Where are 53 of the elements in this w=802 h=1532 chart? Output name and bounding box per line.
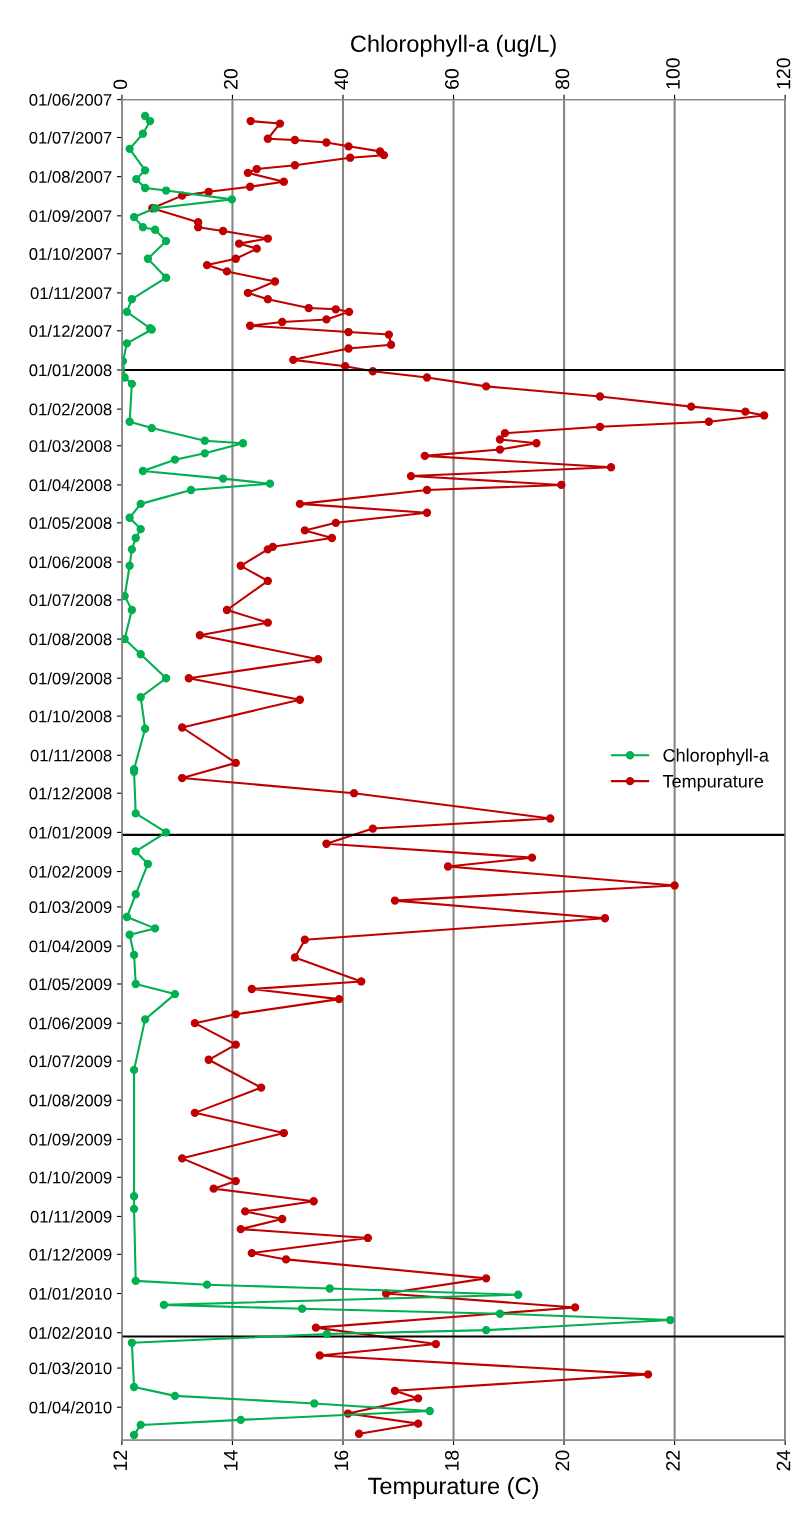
y-tick-label: 01/03/2009 (29, 900, 112, 914)
y-tick-label: 01/07/2009 (29, 1055, 112, 1068)
x-axis-title: Tempurature (C) (368, 1476, 539, 1499)
y-tick-label: 01/01/2009 (29, 826, 112, 839)
y-tick-label: 01/10/2007 (29, 247, 112, 260)
y-tick-label: 01/07/2008 (29, 593, 112, 607)
y-tick-label: 01/02/2010 (29, 1326, 112, 1339)
x2-tick-label: 60 (444, 68, 459, 89)
y-tick-label: 01/06/2008 (29, 555, 112, 569)
y-tick-label: 01/04/2008 (29, 478, 112, 492)
y-tick-label: 01/11/2007 (30, 286, 112, 300)
x2-axis-title: Chlorophyll-a (ug/L) (351, 34, 556, 57)
y-tick-label: 01/03/2008 (29, 439, 112, 452)
x-tick-label: 16 (334, 1450, 349, 1470)
y-tick-label: 01/10/2008 (29, 710, 112, 723)
y-tick-label: 01/01/2010 (29, 1287, 112, 1300)
x-tick-label: 18 (444, 1450, 459, 1470)
x-tick-label: 22 (666, 1450, 680, 1471)
y-tick-label: 01/09/2009 (29, 1133, 112, 1146)
x-tick-label: 12 (113, 1450, 127, 1470)
y-tick-label: 01/09/2007 (29, 209, 112, 223)
y-tick-label: 01/04/2010 (29, 1401, 112, 1414)
x-tick-label: 20 (555, 1450, 570, 1471)
y-tick-label: 01/12/2007 (29, 324, 112, 337)
y-tick-label: 01/07/2007 (29, 131, 112, 144)
x2-tick-label: 80 (555, 68, 570, 90)
x-tick-label: 14 (224, 1450, 238, 1470)
y-tick-label: 01/02/2009 (29, 865, 112, 878)
x2-tick-label: 100 (666, 58, 680, 89)
y-tick-label: 01/10/2009 (29, 1171, 112, 1184)
y-tick-label: 01/09/2008 (29, 672, 112, 685)
x2-tick-label: 20 (223, 68, 238, 89)
y-tick-label: 01/05/2009 (29, 977, 112, 991)
y-tick-label: 01/08/2008 (29, 633, 112, 646)
y-tick-label: 01/12/2009 (29, 1248, 112, 1261)
y-tick-label: 01/05/2008 (29, 516, 112, 530)
y-tick-label: 01/06/2009 (29, 1017, 112, 1030)
x-tick-label: 24 (776, 1450, 791, 1471)
x2-tick-label: 40 (334, 68, 349, 90)
legend-label: Chlorophyll-a (663, 748, 769, 766)
y-tick-label: 01/02/2008 (29, 403, 112, 416)
x2-tick-label: 120 (776, 58, 791, 89)
y-tick-label: 01/12/2008 (29, 787, 112, 800)
y-tick-label: 01/08/2007 (29, 170, 112, 183)
x2-tick-label: 0 (113, 79, 128, 90)
y-tick-label: 01/01/2008 (29, 363, 112, 377)
y-tick-label: 01/03/2010 (29, 1362, 112, 1375)
legend-label: Tempurature (662, 775, 764, 792)
y-tick-label: 01/11/2009 (30, 1210, 112, 1223)
y-tick-label: 01/06/2007 (29, 93, 112, 106)
y-tick-label: 01/04/2009 (29, 940, 112, 953)
y-tick-label: 01/08/2009 (29, 1094, 112, 1107)
y-tick-label: 01/11/2008 (30, 749, 112, 762)
